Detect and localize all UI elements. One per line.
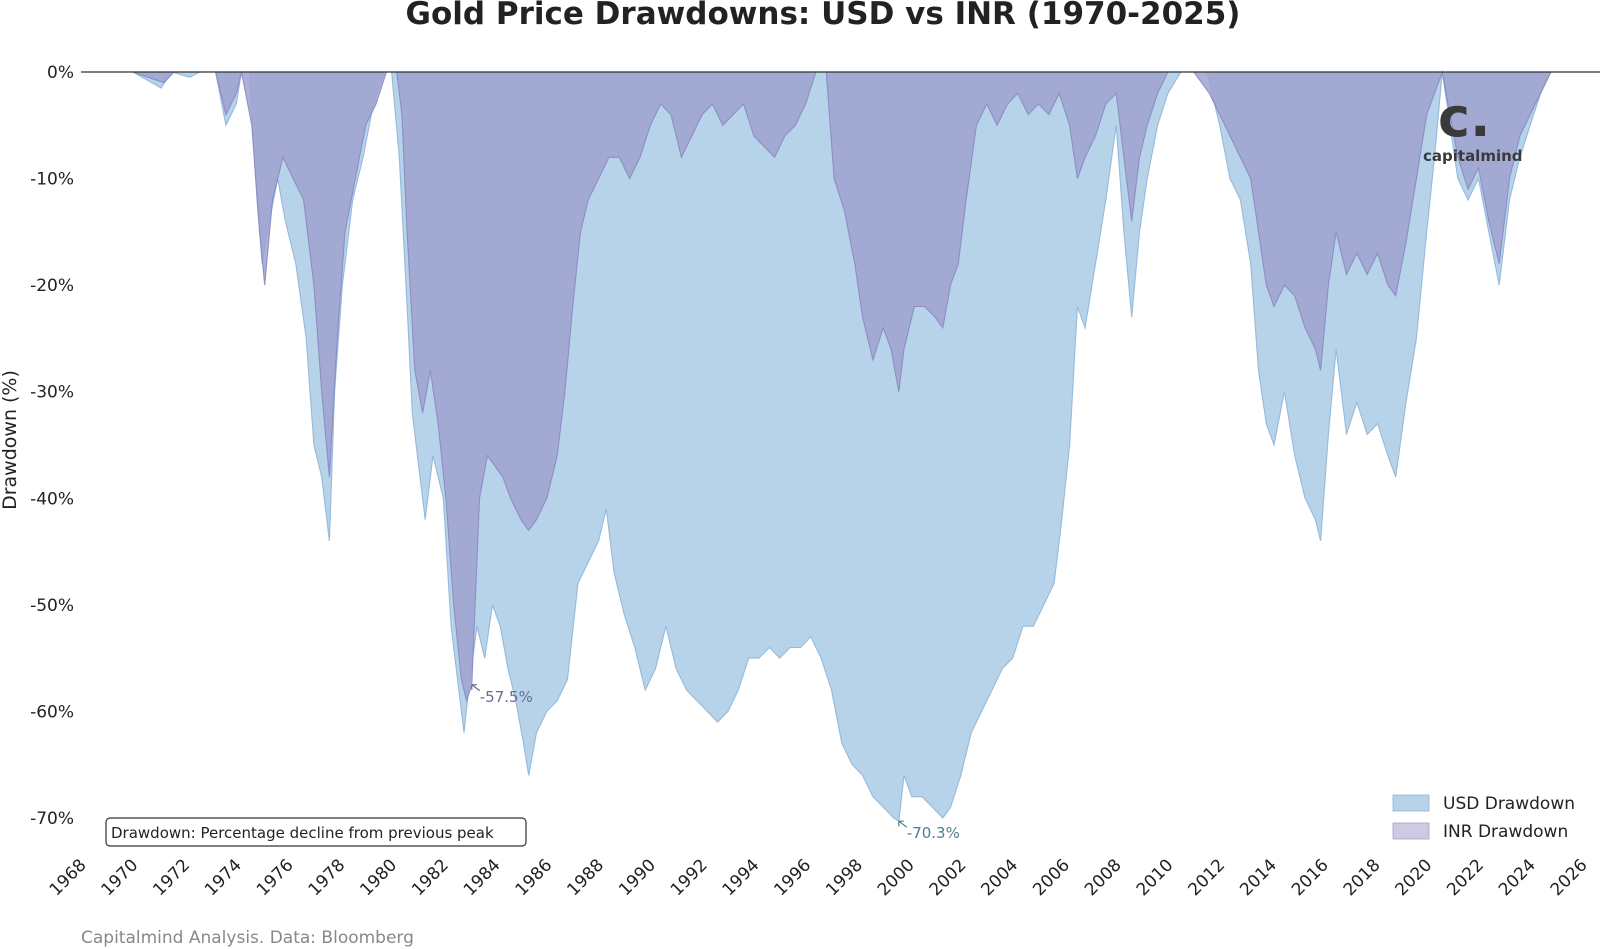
logo-text: capitalmind	[1423, 147, 1523, 165]
x-tick-label: 1968	[46, 855, 91, 900]
y-tick-label: -60%	[30, 702, 74, 722]
x-tick-label: 1986	[512, 855, 557, 900]
legend-swatch-usd	[1392, 794, 1430, 812]
x-tick-label: 1998	[822, 855, 867, 900]
y-tick-label: -10%	[30, 170, 74, 190]
legend-swatch-inr	[1392, 822, 1430, 840]
x-tick-label: 2010	[1133, 855, 1178, 900]
x-tick-label: 2026	[1547, 855, 1592, 900]
x-tick-label: 1996	[770, 855, 815, 900]
x-tick-label: 1970	[98, 855, 143, 900]
legend-label-inr: INR Drawdown	[1443, 822, 1568, 842]
annotation-arrow	[471, 684, 481, 692]
x-tick-label: 2000	[874, 855, 919, 900]
plot-area: -57.5% -70.3%	[81, 69, 1600, 842]
y-axis-ticks: 0% -10% -20% -30% -40% -50% -60% -70%	[30, 63, 74, 829]
x-tick-label: 1980	[356, 855, 401, 900]
x-tick-label: 2004	[977, 855, 1022, 900]
annotation-layer: -57.5% -70.3%	[471, 684, 960, 842]
note-text: Drawdown: Percentage decline from previo…	[111, 824, 494, 842]
x-tick-label: 2014	[1236, 855, 1281, 900]
y-tick-label: -40%	[30, 489, 74, 509]
x-tick-label: 1988	[563, 855, 608, 900]
x-tick-label: 1990	[615, 855, 660, 900]
source-note: Capitalmind Analysis. Data: Bloomberg	[81, 928, 414, 948]
y-tick-label: -70%	[30, 809, 74, 829]
annotation-arrow	[898, 820, 908, 828]
x-tick-label: 1974	[201, 855, 246, 900]
x-tick-label: 2002	[926, 855, 971, 900]
note-box: Drawdown: Percentage decline from previo…	[105, 817, 527, 847]
x-tick-label: 2018	[1340, 855, 1385, 900]
x-tick-label: 1984	[460, 855, 505, 900]
x-tick-label: 1994	[719, 855, 764, 900]
x-tick-label: 1976	[253, 855, 298, 900]
x-tick-label: 2020	[1392, 855, 1437, 900]
y-tick-label: -20%	[30, 276, 74, 296]
annotation-label: -57.5%	[480, 688, 533, 706]
annotation-label: -70.3%	[907, 824, 960, 842]
series-layer	[132, 69, 1564, 823]
capitalmind-logo: c. capitalmind	[1423, 86, 1523, 165]
series-line-inr	[132, 69, 1564, 703]
x-tick-label: 1978	[305, 855, 350, 900]
y-tick-label: 0%	[47, 63, 74, 83]
x-axis-ticks: 1968 1970 1972 1974 1976 1978 1980 1982 1984 1986…	[46, 855, 1592, 900]
legend: USD Drawdown INR Drawdown	[1392, 794, 1575, 842]
legend-label-usd: USD Drawdown	[1443, 794, 1575, 814]
y-axis-label: Drawdown (%)	[0, 370, 21, 510]
y-tick-label: -50%	[30, 596, 74, 616]
x-tick-label: 2022	[1443, 855, 1488, 900]
x-tick-label: 2012	[1184, 855, 1229, 900]
x-tick-label: 1972	[149, 855, 194, 900]
x-tick-label: 1992	[667, 855, 712, 900]
x-tick-label: 2008	[1081, 855, 1126, 900]
logo-glyph: c.	[1438, 86, 1491, 149]
x-tick-label: 2024	[1495, 855, 1540, 900]
x-tick-label: 1982	[408, 855, 453, 900]
series-area-inr	[132, 72, 1564, 701]
x-tick-label: 2016	[1288, 855, 1333, 900]
x-tick-label: 2006	[1029, 855, 1074, 900]
y-tick-label: -30%	[30, 383, 74, 403]
chart-title: Gold Price Drawdowns: USD vs INR (1970-2…	[406, 0, 1241, 32]
